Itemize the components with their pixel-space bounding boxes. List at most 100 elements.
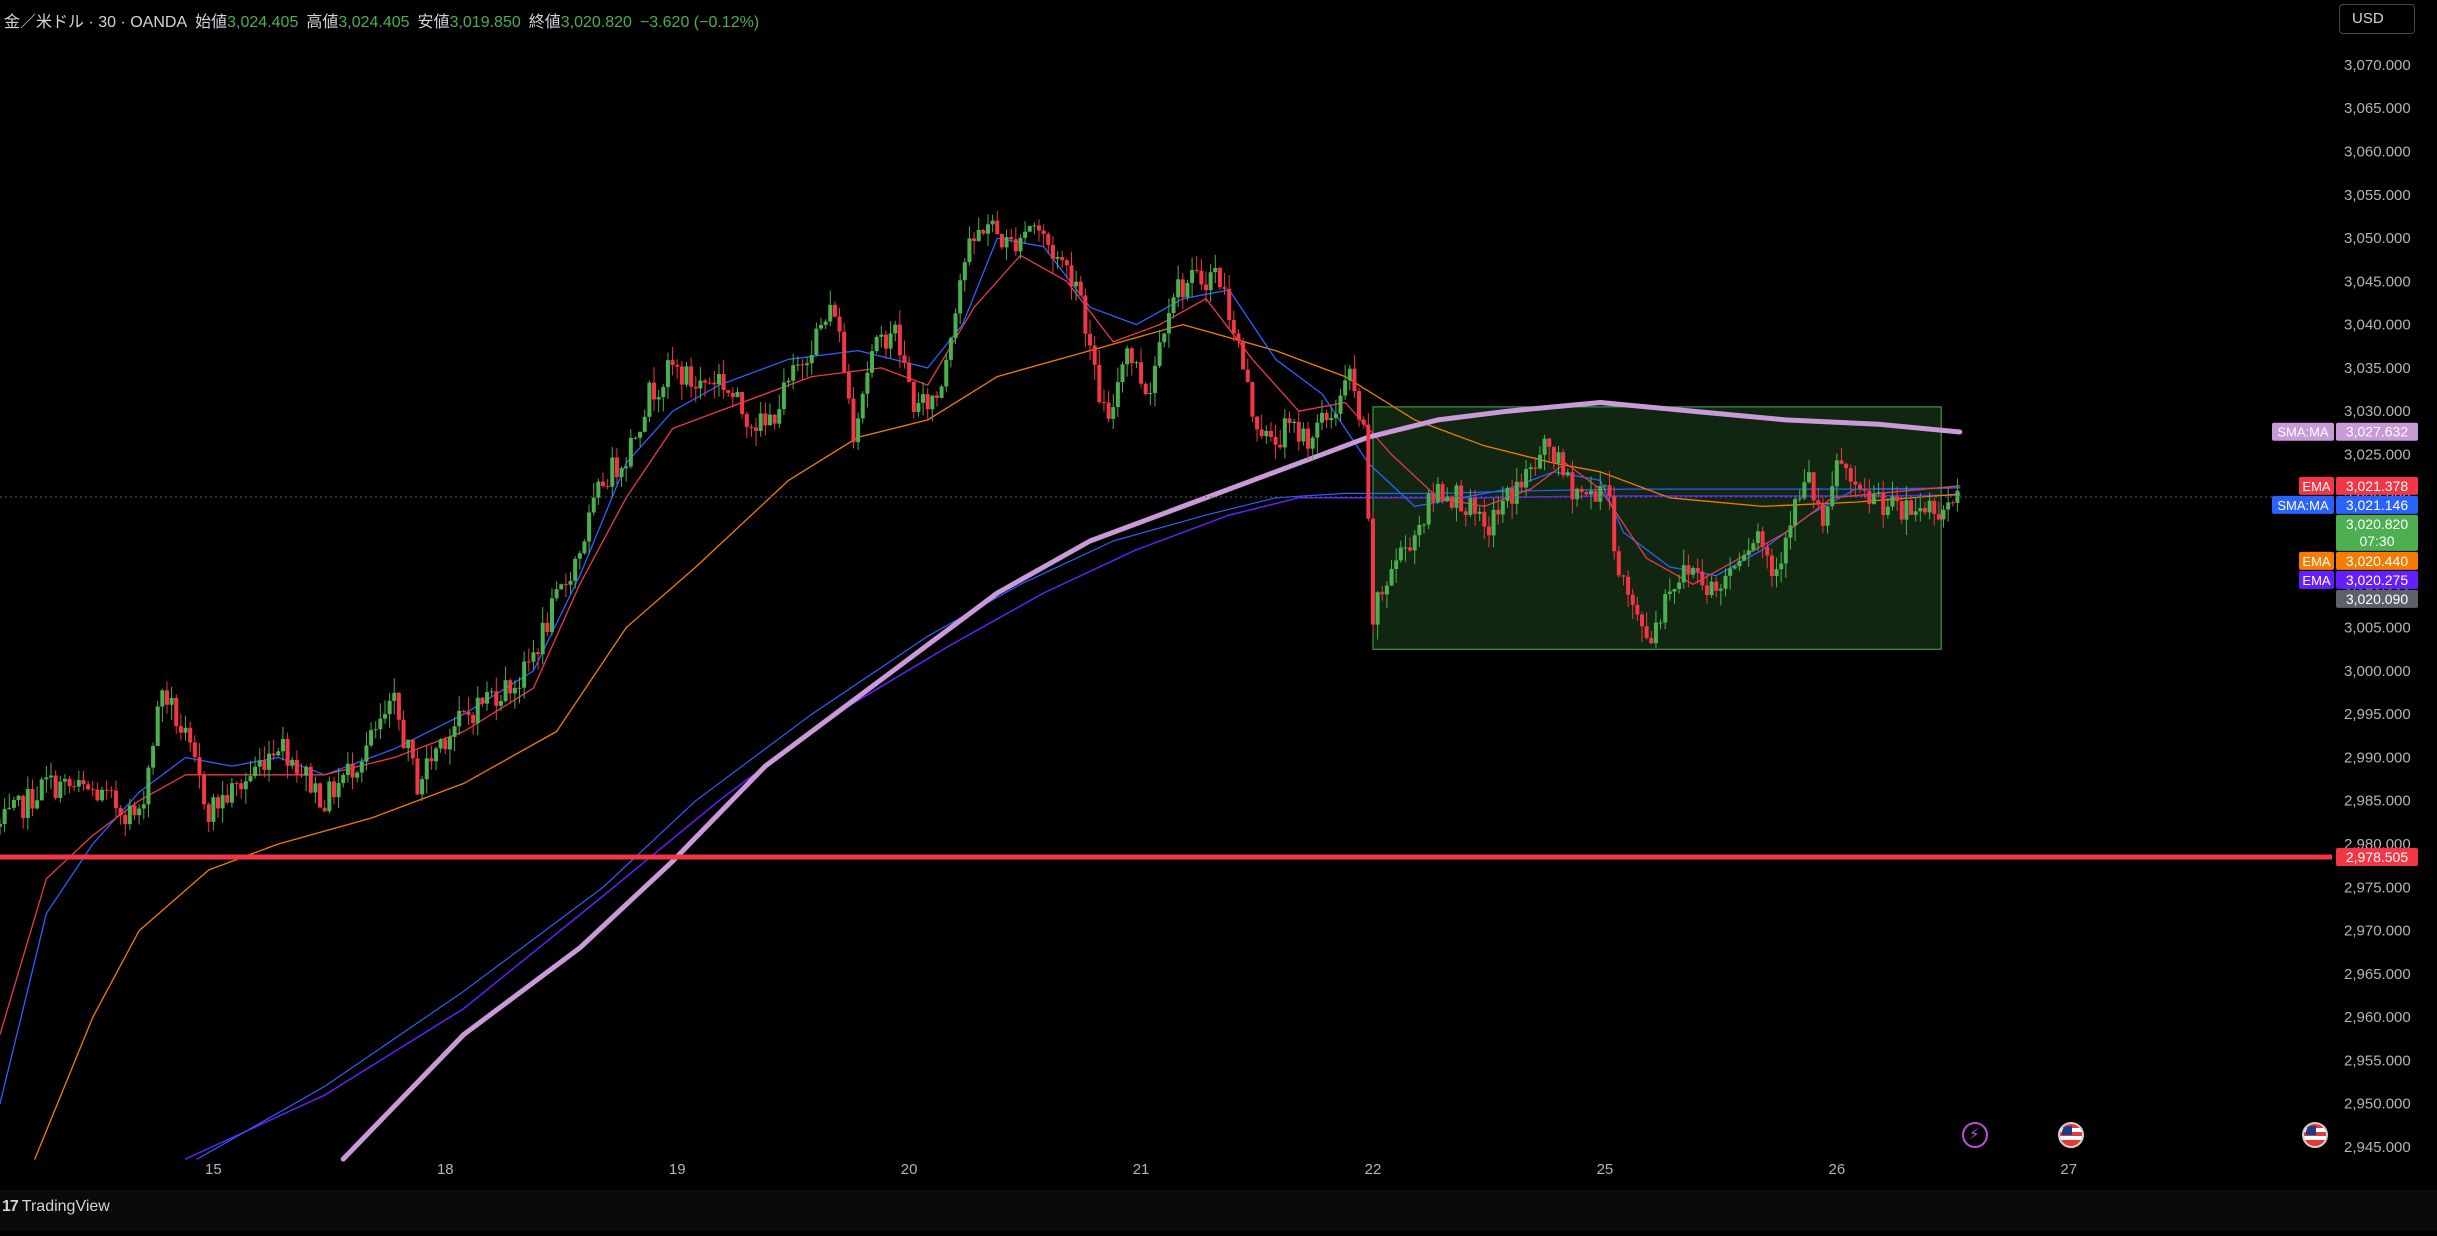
candle-body (1329, 418, 1334, 421)
lightning-icon[interactable] (1962, 1122, 1988, 1148)
candle (1463, 507, 1468, 527)
candle-body (290, 759, 295, 766)
candle (512, 680, 517, 709)
price-label-box (2336, 570, 2418, 589)
symbol-label: 金／米ドル · 30 · OANDA (4, 14, 188, 31)
candle (670, 347, 675, 376)
candle (276, 747, 281, 757)
candle (466, 697, 471, 726)
candle (1171, 293, 1176, 319)
candle (907, 356, 912, 383)
candle-body (1579, 488, 1584, 492)
candle-body (860, 393, 865, 419)
candle (596, 478, 601, 505)
sma-blue-long-line (196, 487, 1961, 1160)
candle-body (1514, 481, 1519, 504)
candle-body (1598, 486, 1603, 502)
candle (39, 777, 44, 801)
candle-body (763, 413, 768, 426)
y-tick-label: 2,995.000 (2344, 706, 2411, 723)
range-box[interactable] (1372, 406, 1942, 650)
candle (995, 211, 1000, 235)
candle-body (953, 313, 958, 339)
candle-body (1398, 547, 1403, 561)
candle-body (545, 622, 550, 633)
candle (735, 387, 740, 398)
candle (480, 696, 485, 708)
candle-body (554, 589, 559, 599)
candle-body (1779, 563, 1784, 570)
candle-body (916, 402, 921, 412)
candle-body (331, 781, 336, 798)
candle (1064, 258, 1069, 279)
candle (1296, 410, 1301, 451)
candle (712, 370, 717, 399)
candle (763, 402, 768, 436)
candle-body (893, 324, 898, 334)
candle-body (447, 736, 452, 750)
candle (1333, 399, 1338, 427)
candle-body (656, 397, 661, 400)
candle-body (1816, 500, 1821, 504)
candle-body (285, 738, 290, 766)
candle (573, 556, 578, 589)
candle (345, 752, 350, 783)
candle-body (568, 580, 573, 585)
candle-body (531, 652, 536, 662)
candle (684, 361, 689, 388)
candle (0, 819, 2, 836)
candle (229, 777, 234, 808)
candle-body (457, 710, 462, 727)
candle (1222, 272, 1227, 295)
candle-body (1018, 237, 1023, 252)
candle-body (758, 413, 763, 431)
candle (647, 380, 652, 423)
candle-body (1185, 282, 1190, 298)
candle (967, 226, 972, 266)
candle-body (1292, 421, 1297, 424)
candle-body (1101, 402, 1106, 404)
candle-body (614, 457, 619, 478)
candle (1760, 526, 1765, 559)
candle (206, 802, 211, 833)
candle-body (976, 229, 981, 242)
candle-body (526, 661, 531, 663)
price-label: 3,020.275 EMA (2299, 570, 2418, 589)
candle-body (999, 233, 1004, 248)
candle-body (336, 783, 341, 798)
candle-body (1755, 531, 1760, 544)
us-flag-icon[interactable] (2302, 1122, 2328, 1148)
candle-body (1547, 438, 1552, 447)
candle (313, 776, 318, 804)
candle-body (1041, 230, 1046, 235)
candle (1848, 464, 1853, 496)
candle-body (1505, 487, 1510, 501)
candle (382, 700, 387, 724)
candle-body (1811, 472, 1816, 501)
candle (1862, 477, 1867, 499)
candle (656, 390, 661, 413)
us-flag-icon[interactable] (2058, 1122, 2084, 1148)
currency-button[interactable]: USD (2339, 4, 2415, 34)
candle (522, 651, 527, 699)
candle-body (1807, 472, 1811, 483)
y-tick-label: 3,050.000 (2344, 230, 2411, 247)
candle-body (1468, 498, 1473, 515)
candle-body (86, 784, 91, 790)
tradingview-brand[interactable]: 17 TradingView (2, 1198, 110, 1216)
candle-body (712, 382, 717, 385)
y-tick-label: 2,990.000 (2344, 749, 2411, 766)
candle-body (934, 395, 939, 398)
candle (1482, 498, 1487, 540)
candle (211, 793, 216, 831)
candle-body (1718, 588, 1723, 591)
candle-body (1023, 231, 1028, 238)
candle (174, 694, 179, 734)
candle-body (939, 386, 944, 398)
price-label-value: 3,021.146 (2346, 497, 2408, 513)
candle (1074, 270, 1079, 301)
price-label-value: 3,020.440 (2346, 553, 2408, 569)
candle-body (698, 380, 703, 389)
